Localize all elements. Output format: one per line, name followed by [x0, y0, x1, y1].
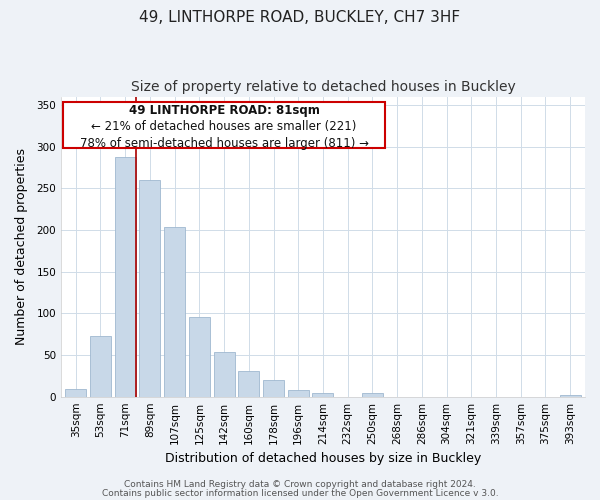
Title: Size of property relative to detached houses in Buckley: Size of property relative to detached ho… [131, 80, 515, 94]
Bar [362, 394, 383, 396]
Text: 49, LINTHORPE ROAD, BUCKLEY, CH7 3HF: 49, LINTHORPE ROAD, BUCKLEY, CH7 3HF [139, 10, 461, 25]
Bar [263, 380, 284, 396]
Bar [90, 336, 111, 396]
Bar [139, 180, 160, 396]
FancyBboxPatch shape [64, 102, 385, 148]
Text: 49 LINTHORPE ROAD: 81sqm: 49 LINTHORPE ROAD: 81sqm [128, 104, 320, 117]
Text: Contains HM Land Registry data © Crown copyright and database right 2024.: Contains HM Land Registry data © Crown c… [124, 480, 476, 489]
Text: 78% of semi-detached houses are larger (811) →: 78% of semi-detached houses are larger (… [80, 137, 368, 150]
Bar [189, 316, 210, 396]
X-axis label: Distribution of detached houses by size in Buckley: Distribution of detached houses by size … [165, 452, 481, 465]
Bar [238, 371, 259, 396]
Bar [115, 158, 136, 396]
Text: ← 21% of detached houses are smaller (221): ← 21% of detached houses are smaller (22… [91, 120, 357, 134]
Bar [560, 395, 581, 396]
Bar [65, 389, 86, 396]
Text: Contains public sector information licensed under the Open Government Licence v : Contains public sector information licen… [101, 488, 499, 498]
Bar [313, 392, 334, 396]
Bar [214, 352, 235, 397]
Bar [164, 226, 185, 396]
Bar [288, 390, 309, 396]
Y-axis label: Number of detached properties: Number of detached properties [15, 148, 28, 345]
